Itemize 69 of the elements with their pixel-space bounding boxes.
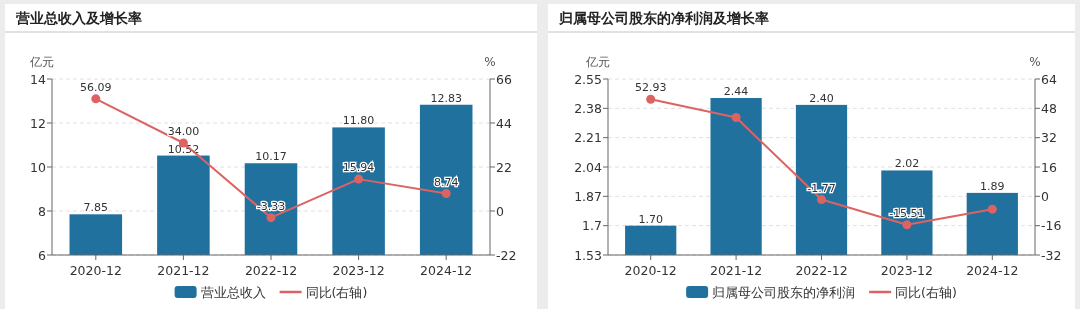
data-label: -15.51 (889, 206, 925, 220)
data-label: 56.09 (80, 80, 112, 94)
y-axis-title: 亿元 (585, 55, 610, 69)
data-label: 10.17 (255, 150, 287, 164)
point (91, 94, 101, 104)
legend-label: 营业总收入 (200, 284, 266, 300)
point (902, 220, 912, 230)
y2-tick-label: -16 (1041, 218, 1062, 234)
x-tick-label: 2020-12 (69, 263, 122, 278)
data-label: 52.93 (634, 81, 667, 95)
y-tick-label: 2.55 (574, 71, 602, 87)
data-label: 2.44 (723, 84, 749, 98)
legend-label: 归属母公司股东的净利润 (712, 284, 856, 300)
y-tick-label: 8 (38, 203, 47, 219)
y2-tick-label: 16 (1041, 159, 1057, 175)
data-label: 8.74 (433, 175, 459, 189)
data-label: 34.00 (167, 125, 200, 138)
data-label: 15.94 (342, 161, 375, 175)
point (731, 113, 741, 122)
x-tick-label: 2022-12 (244, 263, 298, 278)
x-tick-label: 2024-12 (420, 263, 473, 278)
y2-tick-label: 22 (496, 159, 512, 175)
y2-axis-title: % (484, 55, 496, 69)
y2-tick-label: 66 (496, 71, 512, 87)
point (441, 189, 451, 199)
y2-tick-label: 0 (496, 203, 504, 219)
y-tick-label: 2.21 (574, 130, 602, 146)
y2-tick-label: 64 (1041, 71, 1057, 87)
data-label: 2.02 (894, 157, 920, 171)
y2-tick-label: -22 (496, 247, 517, 263)
x-tick-label: 2023-12 (880, 263, 934, 278)
data-label: 2.40 (809, 91, 834, 105)
y-tick-label: 1.53 (574, 247, 602, 263)
point (646, 94, 656, 104)
point (266, 213, 276, 223)
data-label: 7.85 (83, 201, 109, 215)
x-tick-label: 2021-12 (709, 263, 763, 278)
x-tick-label: 2020-12 (624, 263, 677, 278)
y2-tick-label: 32 (1041, 130, 1057, 146)
chart-title: 归属母公司股东的净利润及增长率 (558, 10, 769, 26)
data-label: 1.89 (980, 179, 1005, 193)
data-label: 1.70 (638, 212, 663, 226)
y2-axis-title: % (1029, 55, 1041, 69)
legend-label: 同比(右轴) (895, 284, 957, 300)
x-tick-label: 2022-12 (795, 263, 848, 278)
chart-title: 营业总收入及增长率 (15, 10, 142, 26)
point (987, 204, 997, 214)
x-tick-label: 2024-12 (966, 263, 1019, 278)
y-tick-label: 2.38 (574, 100, 603, 116)
y-tick-label: 1.7 (582, 218, 602, 234)
data-label: 11.80 (342, 114, 375, 128)
point (354, 174, 364, 184)
legend-label: 同比(右轴) (305, 284, 368, 300)
data-label: 12.83 (430, 91, 462, 105)
y-axis-title: 亿元 (29, 55, 54, 69)
y2-tick-label: 0 (1041, 188, 1049, 204)
x-tick-label: 2021-12 (157, 263, 210, 278)
y2-tick-label: -32 (1041, 247, 1062, 263)
point (817, 195, 826, 205)
y-tick-label: 14 (30, 71, 47, 87)
data-label: -3.33 (256, 199, 286, 213)
y-tick-label: 2.04 (574, 159, 603, 175)
y2-tick-label: 44 (496, 115, 512, 131)
y-tick-label: 6 (38, 247, 47, 263)
y-tick-label: 1.87 (574, 188, 602, 204)
y-tick-label: 10 (30, 159, 47, 175)
x-tick-label: 2023-12 (332, 263, 385, 278)
y-tick-label: 12 (30, 115, 46, 131)
y2-tick-label: 48 (1041, 100, 1057, 116)
